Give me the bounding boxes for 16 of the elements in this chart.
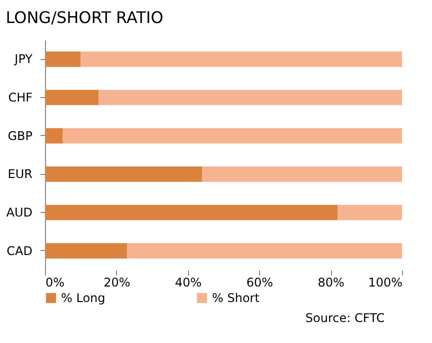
x-tick-label: 80% [318, 276, 344, 290]
y-tick-label: CAD [6, 244, 32, 258]
chart-title: LONG/SHORT RATIO [6, 8, 164, 27]
x-tick-label: 20% [104, 276, 130, 290]
y-tick-label: JPY [14, 52, 34, 66]
source-note: Source: CFTC [305, 311, 385, 325]
y-tick-label: CHF [8, 90, 33, 104]
x-tick-label: 100% [368, 276, 402, 290]
legend-label: % Short [212, 291, 260, 305]
x-tick-label: 0% [46, 276, 65, 290]
x-tick-label: 40% [174, 276, 202, 290]
x-tick-label: 60% [246, 276, 274, 290]
y-tick-label: EUR [8, 167, 32, 182]
legend-label: % Long [61, 291, 106, 305]
y-tick-label: GBP [8, 128, 32, 143]
y-tick-label: AUD [6, 206, 32, 220]
